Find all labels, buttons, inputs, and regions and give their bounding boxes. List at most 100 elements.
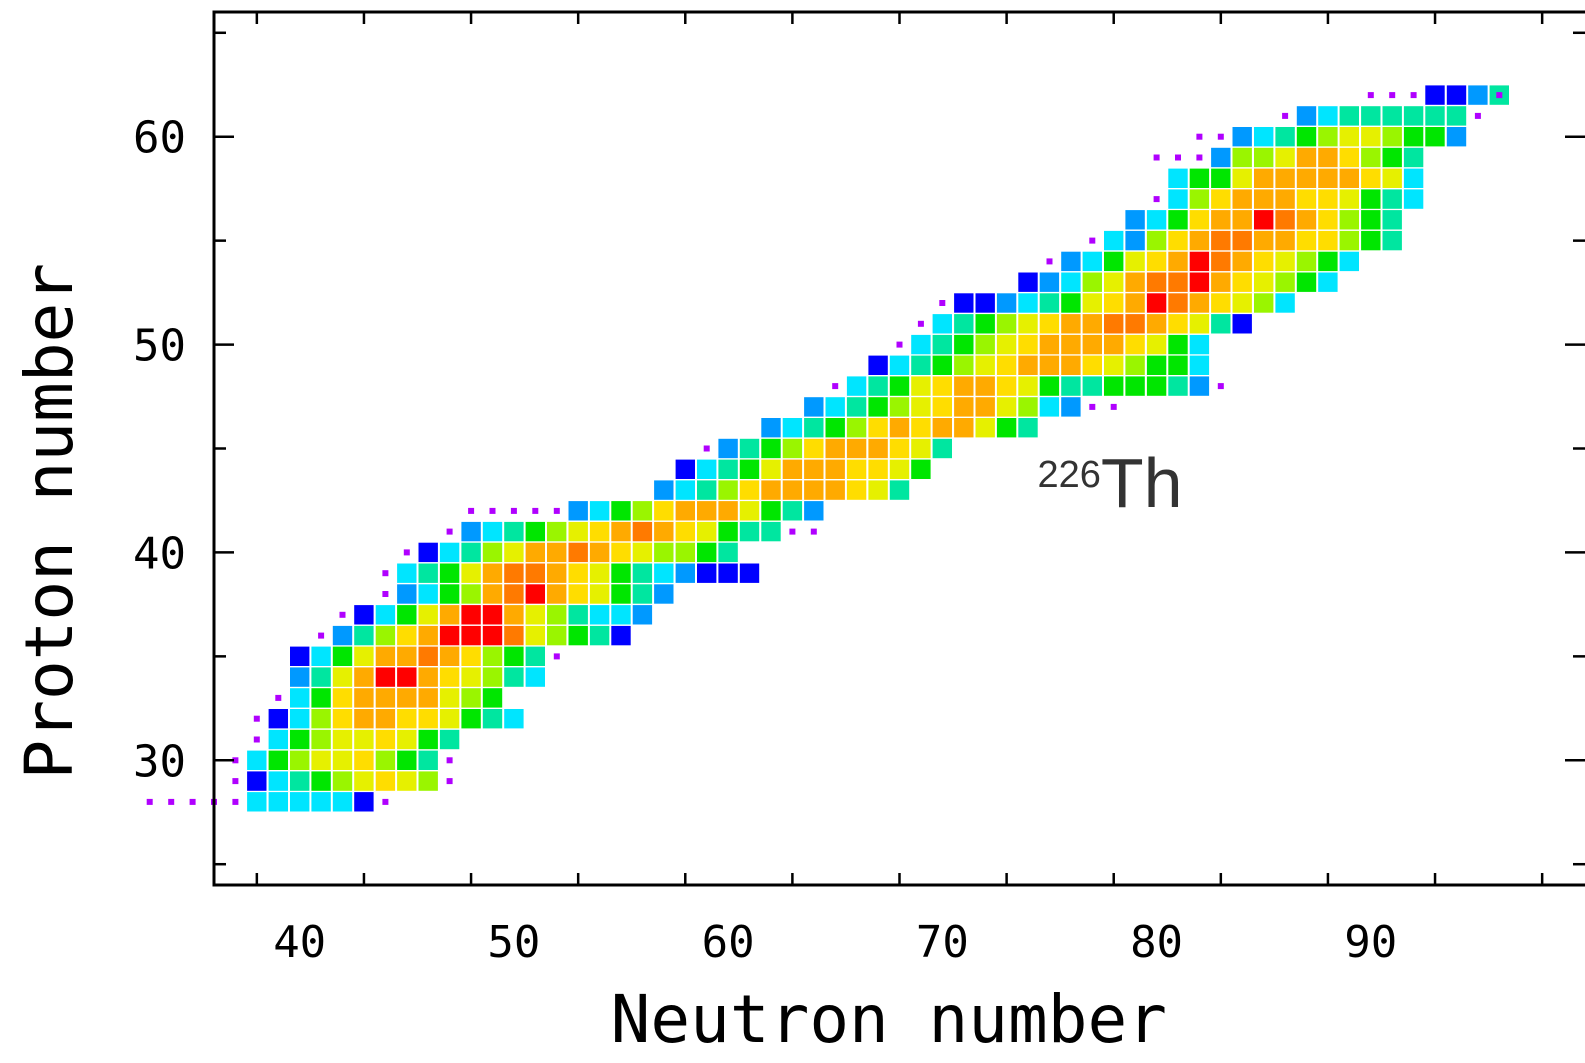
cell-n90-z62 [1367,92,1374,99]
axis-ticks [214,12,1585,885]
x-tick-label: 60 [702,917,755,968]
cell-n70-z49 [932,355,952,375]
cell-n92-z61 [1403,106,1424,126]
cell-n93-z60 [1425,127,1445,147]
cell-n83-z48 [1217,383,1224,390]
cell-n45-z38 [397,584,417,604]
cell-n68-z50 [896,341,903,348]
cell-n45-z35 [397,646,417,666]
cell-n53-z36 [568,625,588,646]
cell-n46-z32 [418,709,438,729]
cell-n52-z37 [547,605,567,625]
cell-n43-z36 [354,625,374,646]
cell-n50-z32 [504,709,524,729]
cell-n81-z54 [1168,251,1188,272]
cell-n70-z51 [932,314,952,334]
cell-n56-z39 [632,563,653,583]
cell-n86-z57 [1275,189,1295,209]
cell-n52-z42 [553,507,560,514]
cell-n91-z61 [1382,106,1402,126]
cell-n70-z47 [932,397,952,417]
cell-n68-z46 [889,418,910,438]
cell-n86-z54 [1275,251,1295,272]
cell-n40-z30 [290,750,310,770]
cell-n81-z57 [1168,189,1188,209]
cell-n77-z55 [1089,237,1096,244]
cell-n50-z38 [504,584,524,604]
cell-n73-z51 [996,314,1017,334]
cell-n79-z55 [1125,230,1145,251]
cell-n82-z60 [1196,133,1203,140]
cell-n74-z52 [1018,293,1038,313]
cell-n47-z39 [439,563,460,583]
cell-n67-z46 [868,418,888,438]
cell-n39-z31 [268,729,288,750]
cell-n77-z47 [1089,403,1096,410]
cell-n54-z40 [589,542,610,563]
cell-n70-z52 [939,300,946,306]
cell-n38-z31 [253,736,260,743]
cell-n67-z45 [868,438,888,459]
cell-n74-z48 [1018,376,1038,396]
cell-n41-z35 [311,646,331,666]
cell-n46-z30 [418,750,438,770]
cell-n80-z57 [1153,196,1160,203]
cell-n44-z39 [382,570,389,577]
cell-n43-z34 [354,667,374,687]
cell-n80-z52 [1146,293,1167,313]
cell-n75-z48 [1039,376,1060,396]
cell-n91-z60 [1382,127,1402,147]
cell-n69-z48 [911,376,931,396]
cell-n43-z32 [354,709,374,729]
cell-n38-z32 [253,715,260,722]
cell-n85-z56 [1254,210,1274,230]
cell-n80-z54 [1146,251,1167,272]
cell-n67-z43 [868,480,888,500]
cell-n44-z31 [375,729,396,750]
cell-n92-z60 [1403,127,1424,147]
cell-n58-z39 [675,563,695,583]
cell-n87-z58 [1296,168,1317,188]
cell-n57-z43 [654,480,674,500]
cell-n67-z44 [868,459,888,479]
cell-n79-z48 [1125,376,1145,396]
cell-n61-z43 [739,480,760,500]
cell-n41-z31 [311,729,331,750]
cell-n48-z33 [461,688,481,708]
cell-n45-z34 [397,667,417,687]
cell-n79-z49 [1125,355,1145,375]
cell-n58-z40 [675,542,695,563]
cell-n60-z45 [718,438,738,459]
cell-n75-z53 [1039,272,1060,292]
tick-labels: 40 50 60 70 80 90 30 40 50 60 [133,113,1397,968]
cell-n94-z61 [1446,106,1467,126]
cell-n62-z42 [761,501,781,521]
cell-n85-z58 [1254,168,1274,188]
cell-n87-z57 [1296,189,1317,209]
cell-n46-z35 [418,646,438,666]
cell-n39-z32 [268,709,288,729]
cell-n57-z42 [654,501,674,521]
cell-n74-z50 [1018,334,1038,355]
cell-n76-z51 [1061,314,1081,334]
cell-n88-z57 [1318,189,1338,209]
cell-n76-z48 [1061,376,1081,396]
cell-n44-z33 [375,688,396,708]
cell-n78-z55 [1104,230,1124,251]
cell-n72-z48 [975,376,995,396]
cell-n82-z50 [1189,334,1210,355]
cell-n82-z53 [1189,272,1210,292]
cell-n42-z31 [332,729,353,750]
cell-n63-z45 [782,438,803,459]
cell-n88-z58 [1318,168,1338,188]
cell-n63-z46 [782,418,803,438]
nucleus-annotation: 226Th [1037,444,1182,522]
cell-n88-z56 [1318,210,1338,230]
cell-n88-z55 [1318,230,1338,251]
cell-n48-z41 [461,521,481,542]
cell-n48-z38 [461,584,481,604]
cell-n51-z36 [525,625,545,646]
cell-n41-z36 [318,632,325,639]
cell-n43-z29 [354,771,374,791]
